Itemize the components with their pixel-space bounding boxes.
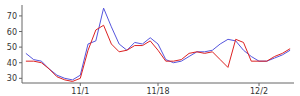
series-line: [26, 25, 290, 81]
y-axis: [22, 5, 23, 83]
x-tick: [259, 83, 260, 86]
y-tick: [19, 31, 22, 32]
x-tick-label: 11/18: [146, 87, 169, 96]
series-line: [26, 8, 290, 80]
x-tick: [158, 83, 159, 86]
y-tick: [19, 47, 22, 48]
chart: 30 40 50 60 70 11/1 11/18 12/2: [0, 0, 300, 96]
y-tick: [19, 78, 22, 79]
x-tick: [80, 83, 81, 86]
y-tick-label: 70: [7, 12, 17, 21]
y-tick-label: 60: [7, 28, 17, 37]
plot-area: [26, 8, 290, 81]
x-tick-label: 12/2: [250, 87, 268, 96]
y-tick-label: 30: [7, 74, 17, 83]
x-tick-label: 11/1: [71, 87, 89, 96]
y-tick-label: 40: [7, 59, 17, 68]
y-tick-label: 50: [7, 43, 17, 52]
y-tick: [19, 15, 22, 16]
y-tick: [19, 62, 22, 63]
chart-container: 30 40 50 60 70 11/1 11/18 12/2: [0, 0, 300, 96]
